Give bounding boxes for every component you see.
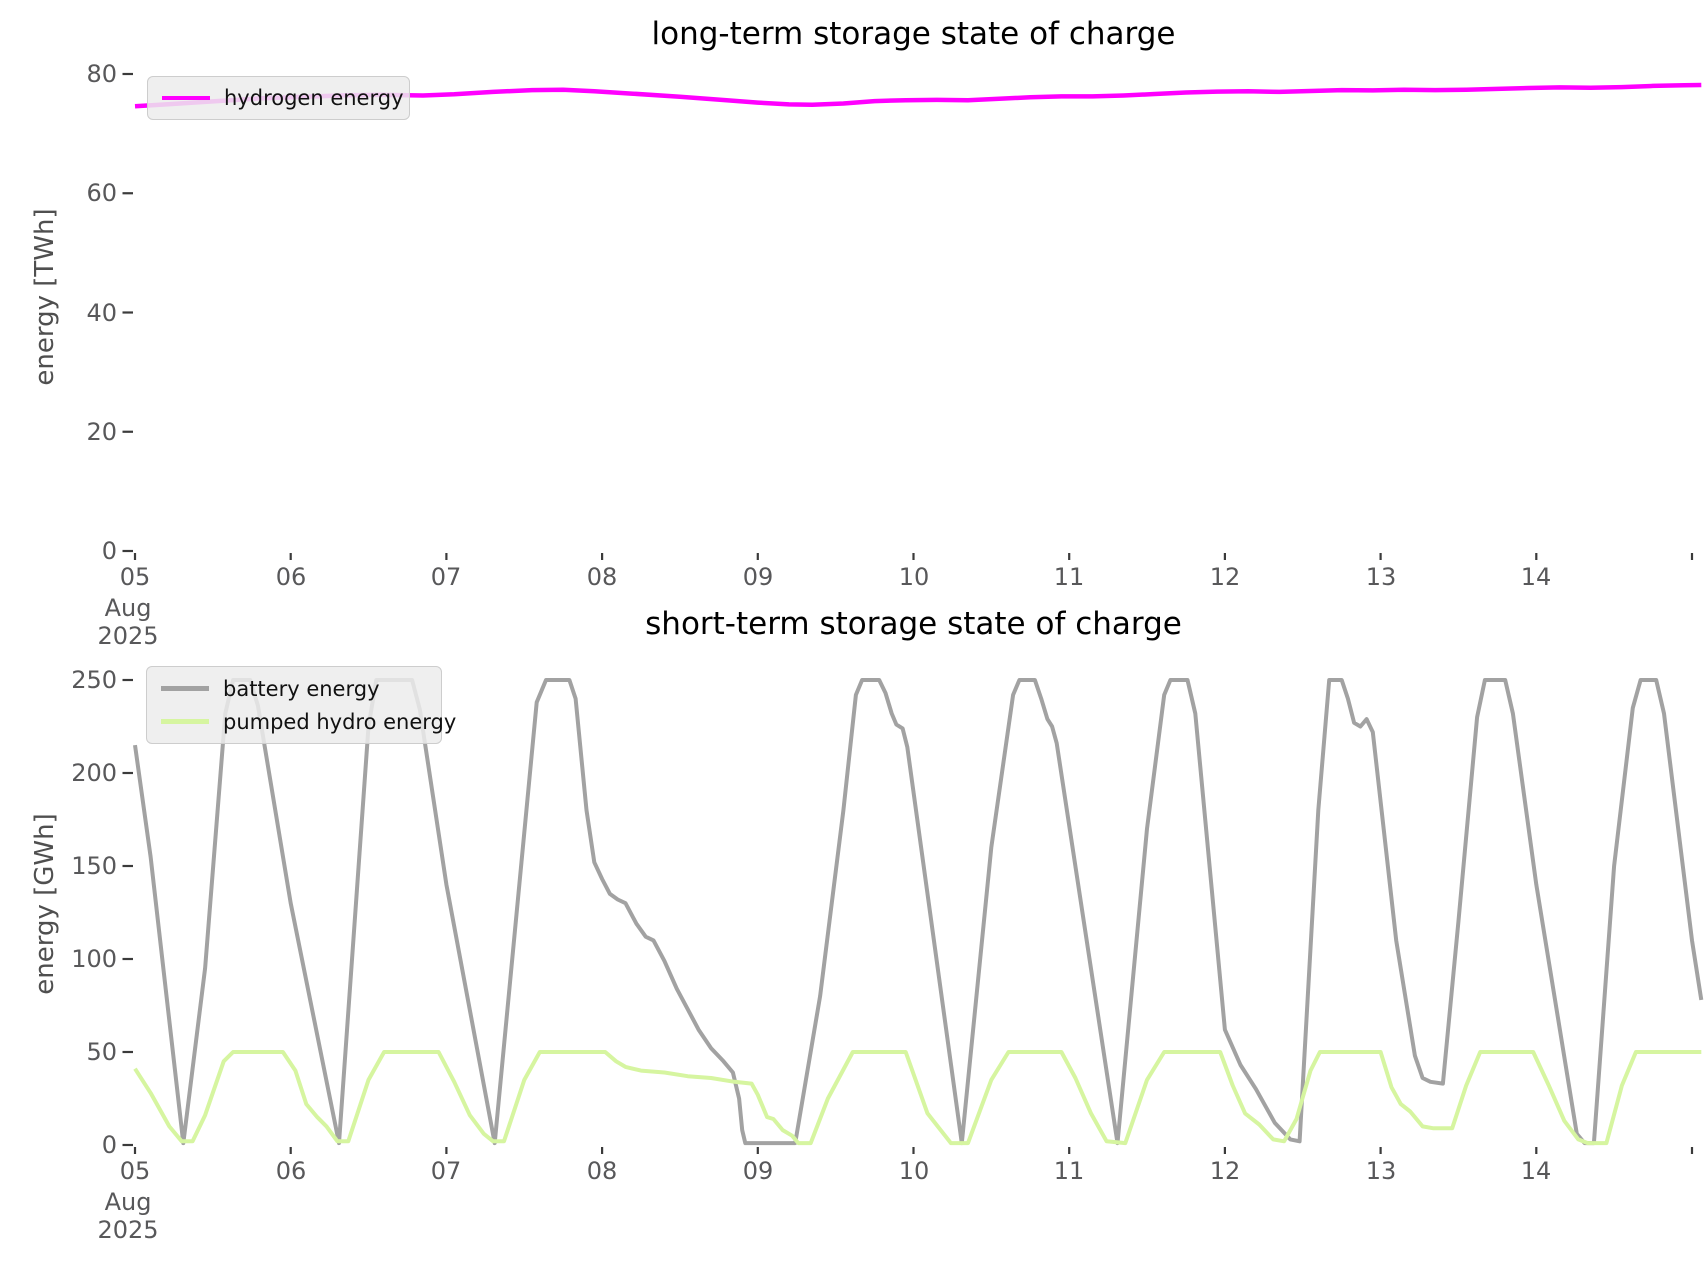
legend-long-term: hydrogen energy — [147, 76, 410, 120]
x-axis-month-label: Aug — [104, 594, 152, 622]
x-tick-label: 12 — [1209, 1157, 1241, 1185]
y-tick-label: 20 — [86, 418, 117, 446]
x-tick-label: 08 — [586, 1157, 618, 1185]
battery-line-swatch — [161, 686, 209, 691]
series-line — [134, 82, 1702, 109]
series-line — [133, 1050, 1702, 1146]
x-tick-label: 09 — [742, 563, 774, 591]
y-tick-label: 50 — [86, 1038, 117, 1066]
x-axis-month-label: 2025 — [97, 1216, 159, 1244]
x-tick-label: 09 — [742, 1157, 774, 1185]
y-tick-label: 40 — [86, 299, 117, 327]
y-tick-label: 0 — [101, 537, 117, 565]
x-tick-label: 06 — [275, 563, 307, 591]
y-tick-label: 250 — [71, 666, 117, 694]
x-tick-label: 05 — [119, 1157, 151, 1185]
x-tick-label: 05 — [119, 563, 151, 591]
x-tick-label: 08 — [586, 563, 618, 591]
x-tick-label: 11 — [1053, 1157, 1085, 1185]
legend-label-hydrogen: hydrogen energy — [224, 86, 404, 110]
legend-item-battery: battery energy — [161, 677, 427, 701]
legend-item-hydrogen: hydrogen energy — [162, 86, 404, 110]
pumped-hydro-line-swatch — [161, 719, 209, 724]
legend-short-term: battery energy pumped hydro energy — [146, 666, 456, 744]
legend-label-battery: battery energy — [223, 676, 380, 701]
x-tick-label: 10 — [898, 563, 930, 591]
x-axis-month-label: Aug — [104, 1188, 152, 1216]
x-tick-label: 12 — [1209, 563, 1241, 591]
series-line — [133, 678, 1704, 1146]
x-tick-label: 11 — [1053, 563, 1085, 591]
chart-title-long-term: long-term storage state of charge — [651, 16, 1176, 52]
x-tick-label: 07 — [430, 1157, 462, 1185]
y-tick-label: 100 — [71, 945, 117, 973]
y-tick-label: 80 — [86, 60, 117, 88]
x-tick-label: 14 — [1520, 563, 1552, 591]
chart-title-short-term: short-term storage state of charge — [645, 606, 1182, 642]
y-tick-label: 150 — [71, 852, 117, 880]
x-tick-label: 10 — [898, 1157, 930, 1185]
y-tick-label: 60 — [86, 179, 117, 207]
hydrogen-line-swatch — [162, 95, 210, 101]
x-tick-label: 14 — [1520, 1157, 1552, 1185]
y-tick-label: 200 — [71, 759, 117, 787]
x-tick-label: 06 — [275, 1157, 307, 1185]
x-tick-label: 13 — [1365, 1157, 1397, 1185]
legend-item-pumped-hydro: pumped hydro energy — [161, 710, 456, 734]
x-tick-label: 07 — [430, 563, 462, 591]
x-tick-label: 13 — [1365, 563, 1397, 591]
legend-label-pumped-hydro: pumped hydro energy — [223, 709, 457, 734]
x-axis-month-label: 2025 — [97, 622, 159, 650]
y-tick-label: 0 — [101, 1131, 117, 1159]
